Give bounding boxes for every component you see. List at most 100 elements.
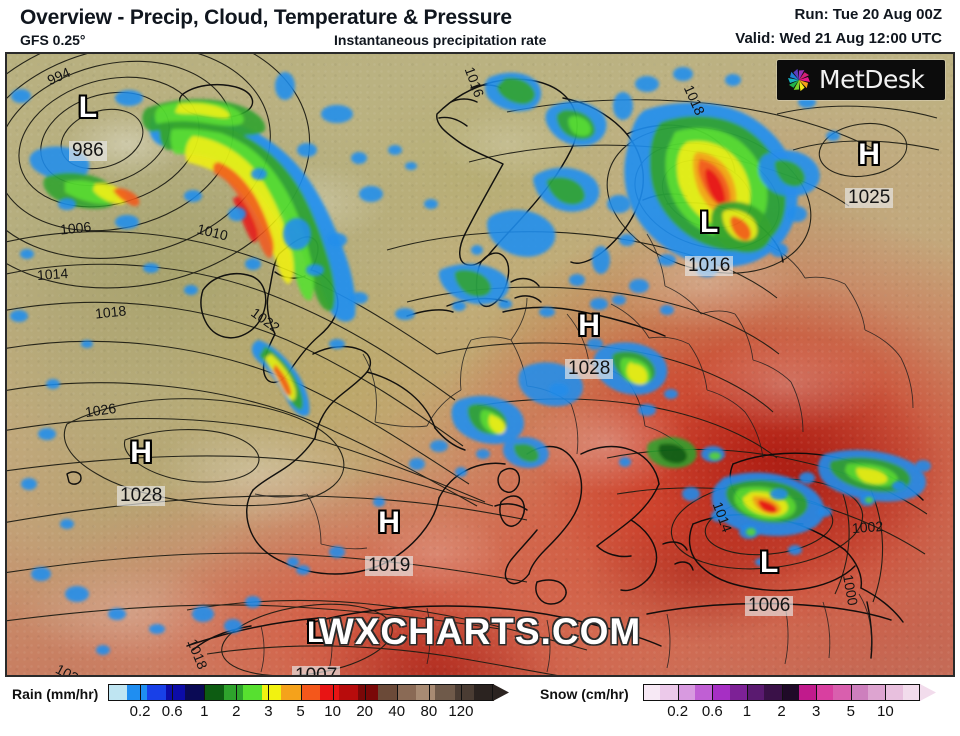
- rain-tick-label: 0.6: [161, 703, 183, 720]
- snow-segment: [781, 684, 800, 701]
- pressure-symbol: H: [858, 138, 880, 171]
- snow-tick-label: 10: [877, 703, 894, 720]
- pressure-symbol: H: [378, 506, 400, 539]
- pressure-symbol: H: [130, 436, 152, 469]
- pinwheel-icon: [784, 65, 814, 95]
- snow-segment: [902, 684, 921, 701]
- snow-legend-title: Snow (cm/hr): [540, 686, 629, 702]
- rain-segment: [185, 684, 205, 701]
- isobar-label: 1006: [59, 218, 92, 238]
- pressure-value: 1028: [565, 359, 614, 379]
- rain-tick-label: 3: [264, 703, 273, 720]
- metdesk-logo[interactable]: MetDesk: [777, 60, 945, 100]
- pressure-symbol: L: [78, 91, 98, 124]
- rain-tickmark: [268, 684, 270, 701]
- snow-segment: [729, 684, 748, 701]
- isobar-label: 1014: [36, 264, 69, 284]
- logo-text: MetDesk: [819, 65, 925, 94]
- pressure-system-h-1028: H 1028: [565, 309, 614, 379]
- rain-tick-label: 80: [420, 703, 438, 720]
- rain-segment: [339, 684, 359, 701]
- snow-tick-label: 1: [742, 703, 752, 720]
- snow-tick-label: 3: [811, 703, 821, 720]
- rain-segment: [319, 684, 340, 701]
- model-label: GFS 0.25°: [20, 32, 86, 48]
- snow-tickmark: [816, 684, 818, 701]
- pressure-system-l-986: L 986: [69, 91, 107, 161]
- pressure-system-h-1019: H 1019: [365, 506, 414, 576]
- rain-segment: [281, 684, 302, 701]
- pressure-value: 1016: [685, 256, 734, 276]
- rain-tickmark: [428, 684, 430, 701]
- run-time-label: Run: Tue 20 Aug 00Z: [794, 6, 942, 23]
- weather-map[interactable]: L 986 L 1016 H 1025 H 1028 H 1028 H 1019 L 1007 L 1006 …: [5, 52, 955, 677]
- pressure-symbol: H: [578, 309, 600, 342]
- rain-legend-title: Rain (mm/hr): [12, 686, 99, 702]
- rain-tick-label: 1: [200, 703, 209, 720]
- rain-tick-label: 120: [448, 703, 474, 720]
- snow-tick-label: 0.6: [701, 703, 723, 720]
- snow-segment: [660, 684, 679, 701]
- isobar-label: 1018: [94, 302, 127, 322]
- snow-colorbar: [643, 684, 936, 701]
- snow-arrow-cap: [920, 684, 936, 701]
- snow-tickmark: [712, 684, 714, 701]
- snow-segment: [712, 684, 731, 701]
- pressure-value: 1007: [292, 666, 341, 675]
- rain-tickmark: [140, 684, 142, 701]
- snow-tick-label: 2: [777, 703, 786, 720]
- snow-segment: [885, 684, 904, 701]
- snow-tickmark: [781, 684, 783, 701]
- rain-segment: [242, 684, 263, 701]
- snow-segment: [816, 684, 835, 701]
- rain-tick-label: 2: [232, 703, 241, 720]
- rain-tickmark: [172, 684, 174, 701]
- snow-segment: [694, 684, 713, 701]
- rain-segment: [454, 684, 475, 701]
- rain-tick-label: 20: [356, 703, 373, 720]
- rain-segment: [396, 684, 417, 701]
- snow-segment: [677, 684, 696, 701]
- rain-tickmark: [332, 684, 334, 701]
- rain-segment: [300, 684, 321, 701]
- snow-tick-labels: 0.2 0.6 1 2 3 5 10: [643, 684, 935, 720]
- rain-segment: [473, 684, 494, 701]
- snow-tick-label: 5: [846, 703, 855, 720]
- rain-tick-labels: 0.2 0.6 1 2 3 5 10 20 40 80 120: [108, 684, 508, 720]
- rain-tickmark: [236, 684, 238, 701]
- pressure-value: 1006: [745, 596, 794, 616]
- rain-tickmark: [204, 684, 206, 701]
- valid-time-label: Valid: Wed 21 Aug 12:00 UTC: [735, 30, 942, 47]
- rain-tickmark: [364, 684, 366, 701]
- snow-segment: [850, 684, 869, 701]
- pressure-symbol: L: [759, 546, 779, 579]
- rain-segment: [358, 684, 379, 701]
- pressure-value: 1019: [365, 556, 414, 576]
- rain-segment: [416, 684, 436, 701]
- rain-segment: [377, 684, 398, 701]
- chart-subtitle: Instantaneous precipitation rate: [334, 32, 547, 48]
- pressure-system-l-1016: L 1016: [685, 208, 734, 276]
- pressure-value: 1025: [845, 188, 894, 208]
- pressure-value: 986: [69, 141, 107, 161]
- pressure-system-l-1007: L 1007: [292, 616, 341, 675]
- legend: Rain (mm/hr) 0.2 0.6 1 2 3 5 10 20 40 80 120 Snow …: [0, 679, 960, 736]
- map-canvas: L 986 L 1016 H 1025 H 1028 H 1028 H 1019 L 1007 L 1006 …: [7, 54, 953, 675]
- map-vector-layer: [7, 54, 940, 675]
- pressure-symbol: L: [306, 616, 326, 649]
- rain-segment: [165, 684, 186, 701]
- chart-header: Overview - Precip, Cloud, Temperature & …: [0, 0, 960, 52]
- pressure-system-h-1028: H 1028: [117, 436, 166, 506]
- snow-segment: [798, 684, 817, 701]
- pressure-system-h-1025: H 1025: [845, 138, 894, 208]
- snow-segment: [868, 684, 886, 701]
- rain-tick-label: 5: [296, 703, 305, 720]
- snow-segment: [764, 684, 783, 701]
- rain-segment: [262, 684, 282, 701]
- rain-tick-label: 0.2: [129, 703, 151, 720]
- rain-tickmark: [300, 684, 302, 701]
- rain-segment: [204, 684, 225, 701]
- snow-tickmark: [677, 684, 679, 701]
- rain-tick-label: 10: [324, 703, 341, 720]
